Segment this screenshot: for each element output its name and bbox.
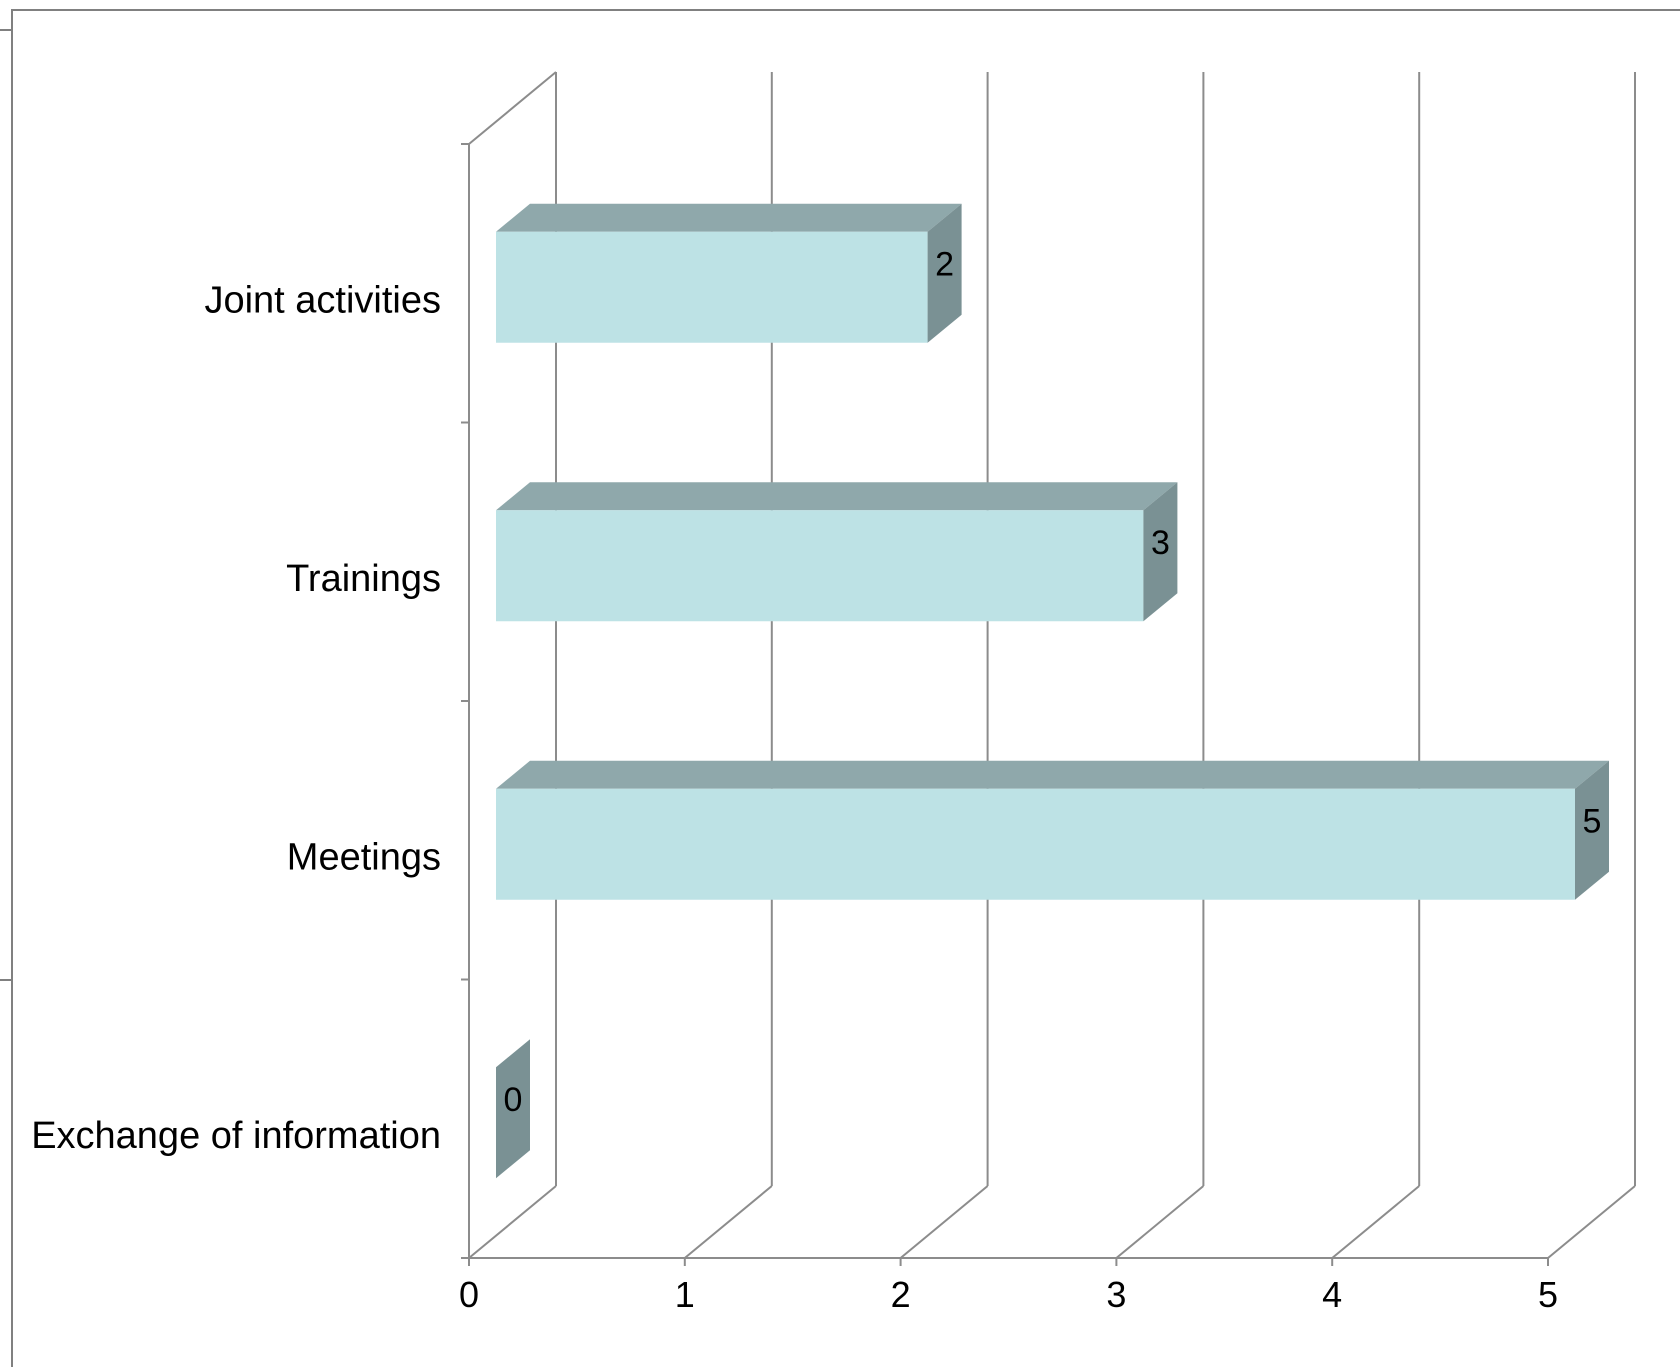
- bars-layer: [496, 203, 1609, 1179]
- floor-gridline: [1331, 1185, 1420, 1259]
- floor-gridline: [899, 1185, 989, 1259]
- x-tick-label: 2: [891, 1274, 911, 1315]
- x-tick-label: 1: [675, 1274, 695, 1315]
- x-tick-label: 5: [1538, 1274, 1558, 1315]
- floor-gridline: [1115, 1185, 1205, 1259]
- bar-top-face: [496, 760, 1609, 789]
- wall-edge-line: [468, 71, 557, 145]
- floor-gridline: [684, 1185, 773, 1259]
- bar: [496, 510, 1144, 622]
- labels-layer: 0 1 2 3 4 5 Exchange of information 0 Meetings 5 T…: [31, 245, 1601, 1315]
- data-label: 2: [935, 245, 954, 283]
- category-label: Joint activities: [204, 279, 441, 321]
- data-label: 5: [1583, 802, 1602, 840]
- floor-gridline: [1547, 1185, 1636, 1259]
- chart-frame: [11, 9, 1680, 1367]
- bar-side-face: [496, 1039, 530, 1179]
- bar-top-face: [496, 203, 962, 232]
- x-tick-label: 4: [1322, 1274, 1342, 1315]
- x-tick-label: 0: [459, 1274, 479, 1315]
- bar: [496, 788, 1575, 900]
- bar-side-face: [1575, 760, 1609, 900]
- category-label: Meetings: [287, 836, 441, 878]
- category-label: Trainings: [286, 558, 441, 600]
- bar-top-face: [496, 482, 1178, 511]
- floor-gridline: [468, 1185, 557, 1259]
- category-label: Exchange of information: [31, 1115, 441, 1157]
- x-tick-label: 3: [1106, 1274, 1126, 1315]
- axes-layer: [461, 71, 1636, 1266]
- bar-side-face: [927, 203, 962, 343]
- bar: [496, 231, 928, 343]
- bar-side-face: [1143, 482, 1178, 622]
- data-label: 0: [504, 1081, 523, 1119]
- data-label: 3: [1151, 524, 1170, 562]
